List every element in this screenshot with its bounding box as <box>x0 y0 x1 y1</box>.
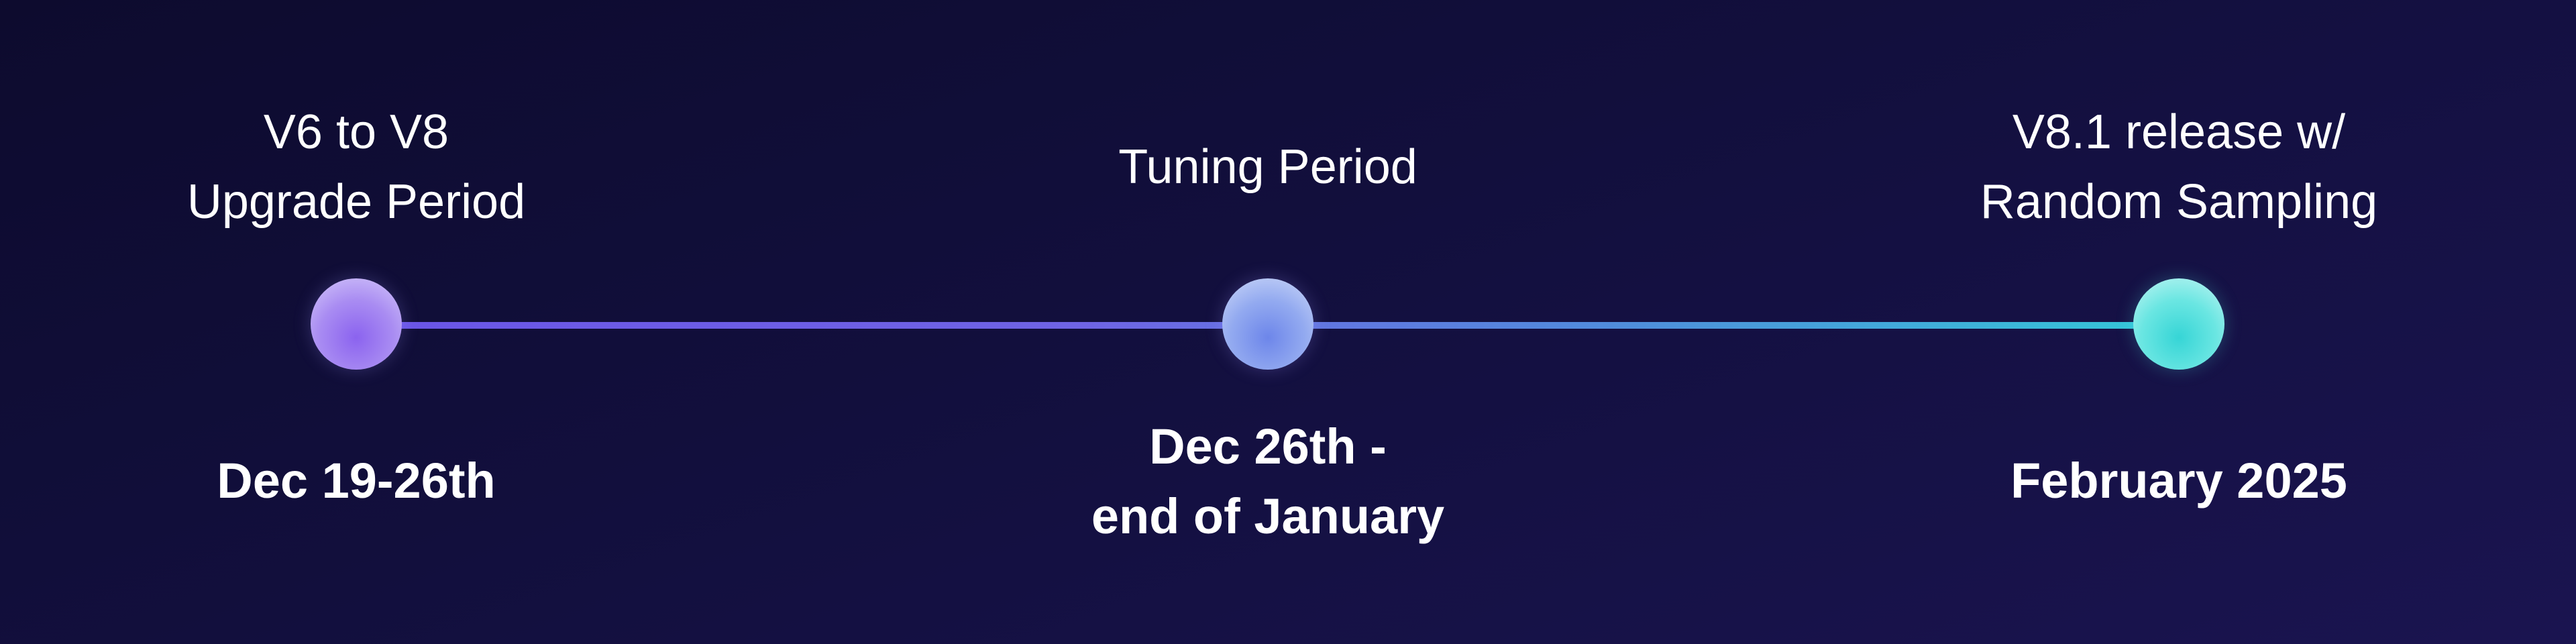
milestone-date: Dec 19-26th <box>217 453 496 508</box>
milestone-node-2 <box>1222 278 1313 370</box>
milestone-node-3 <box>2133 278 2224 370</box>
milestone-date: Dec 26th - end of January <box>1091 419 1445 544</box>
milestone-title: V6 to V8 Upgrade Period <box>186 105 526 229</box>
milestone-tuning: Tuning Period Dec 26th - end of January <box>966 0 1570 644</box>
milestone-title: V8.1 release w/ Random Sampling <box>1980 105 2378 229</box>
milestone-date: February 2025 <box>2010 453 2347 508</box>
milestone-title: Tuning Period <box>1118 140 1417 194</box>
milestone-node-1 <box>311 278 402 370</box>
milestone-release: V8.1 release w/ Random Sampling February… <box>1877 0 2481 644</box>
milestone-upgrade: V6 to V8 Upgrade Period Dec 19-26th <box>54 0 658 644</box>
